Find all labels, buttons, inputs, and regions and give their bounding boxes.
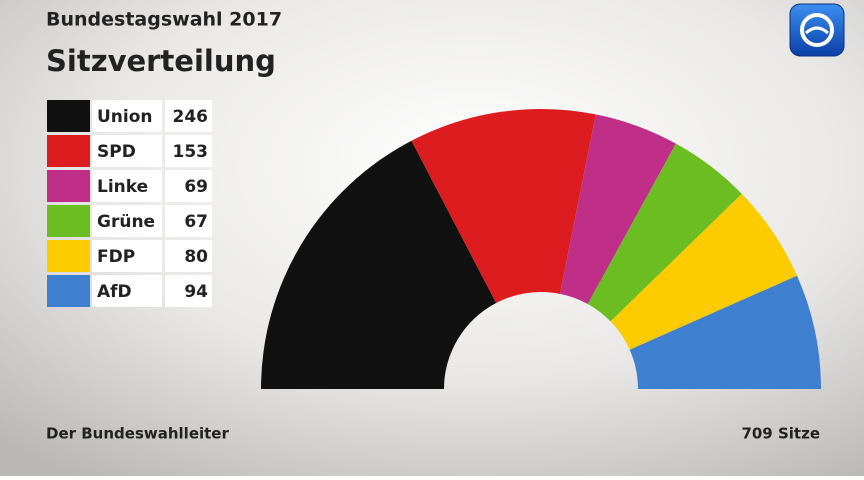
legend-swatch — [47, 275, 90, 307]
seat-segment — [261, 140, 497, 389]
legend-value: 153 — [173, 142, 209, 162]
seat-segment — [629, 275, 822, 389]
legend-box — [165, 205, 212, 237]
logo — [789, 3, 845, 57]
seat-segment — [587, 143, 742, 322]
legend-value: 69 — [184, 177, 208, 197]
legend-box — [92, 205, 162, 237]
legend-label: Grüne — [97, 212, 155, 232]
chart-title: Bundestagswahl 2017 — [46, 9, 282, 31]
seat-segment — [560, 114, 676, 305]
legend-label: Linke — [97, 177, 148, 197]
seat-segment — [610, 193, 798, 350]
legend-swatch — [47, 135, 90, 167]
total-label: 709 Sitze — [741, 425, 820, 443]
legend-box — [92, 275, 162, 307]
legend-box — [165, 135, 212, 167]
source: Der Bundeswahlleiter — [46, 425, 229, 443]
legend-value: 80 — [184, 247, 208, 267]
legend-box — [165, 275, 212, 307]
seat-segment — [411, 108, 596, 303]
legend-value: 94 — [184, 282, 208, 302]
legend-value: 67 — [184, 212, 208, 232]
legend-box — [92, 135, 162, 167]
legend-box — [92, 240, 162, 272]
legend-label: SPD — [97, 142, 136, 162]
legend-label: AfD — [97, 282, 132, 302]
legend-swatch — [47, 170, 90, 202]
legend-box — [165, 100, 212, 132]
legend-value: 246 — [173, 107, 209, 127]
legend-swatch — [47, 100, 90, 132]
legend-box — [92, 100, 162, 132]
chart-subtitle: Sitzverteilung — [46, 44, 276, 78]
legend-swatch — [47, 240, 90, 272]
legend-box — [165, 170, 212, 202]
legend-swatch — [47, 205, 90, 237]
legend-box — [165, 240, 212, 272]
legend-label: Union — [97, 107, 153, 127]
legend-label: FDP — [97, 247, 135, 267]
legend-box — [92, 170, 162, 202]
